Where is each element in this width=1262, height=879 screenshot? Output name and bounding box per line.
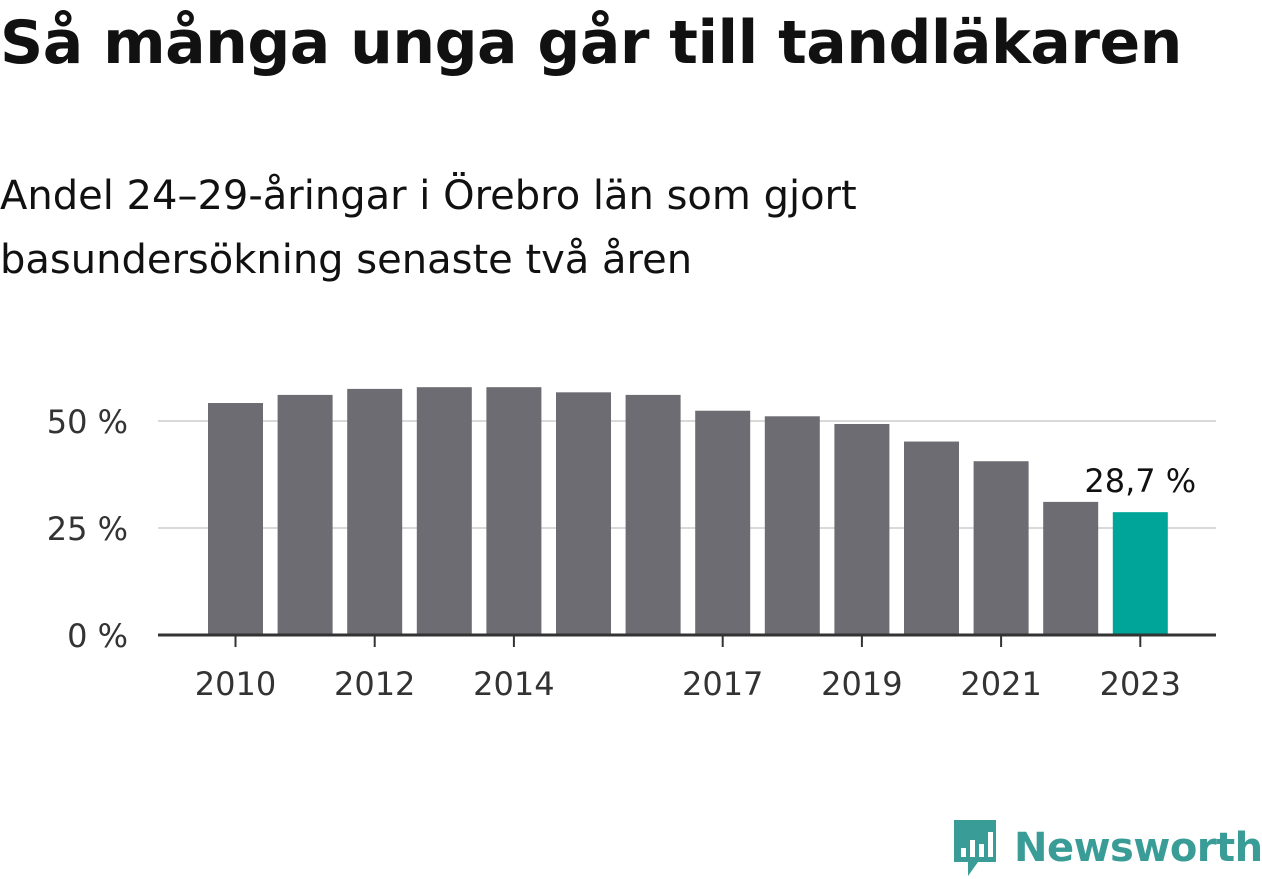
bar (1043, 501, 1099, 635)
bar (1112, 512, 1168, 635)
bar (277, 394, 333, 635)
brand-logo: Newsworthy (950, 818, 1262, 878)
x-tick-label: 2023 (1100, 665, 1181, 703)
bar (208, 403, 263, 635)
x-tick-label: 2010 (195, 665, 276, 703)
x-tick-label: 2012 (334, 665, 415, 703)
y-tick-label: 0 % (67, 617, 128, 655)
bar (347, 388, 403, 635)
x-tick-label: 2014 (473, 665, 554, 703)
bar (486, 387, 542, 635)
bar (973, 461, 1029, 635)
bar (695, 410, 751, 635)
bar (904, 441, 959, 635)
bar (556, 392, 611, 635)
bar (834, 423, 890, 635)
brand-name: Newsworthy (1014, 825, 1262, 871)
bar (764, 416, 820, 635)
bar (416, 387, 472, 635)
bar (625, 394, 681, 635)
data-label: 28,7 % (1084, 462, 1196, 500)
x-tick-label: 2019 (821, 665, 902, 703)
chart-subtitle: Andel 24–29-åringar i Örebro län som gjo… (0, 173, 857, 283)
bar-chart-bubble-icon (954, 820, 996, 876)
y-tick-label: 50 % (47, 403, 128, 441)
x-tick-label: 2017 (682, 665, 763, 703)
x-tick-label: 2021 (960, 665, 1041, 703)
y-tick-label: 25 % (47, 510, 128, 548)
chart-title: Så många unga går till tandläkaren (0, 8, 1182, 78)
